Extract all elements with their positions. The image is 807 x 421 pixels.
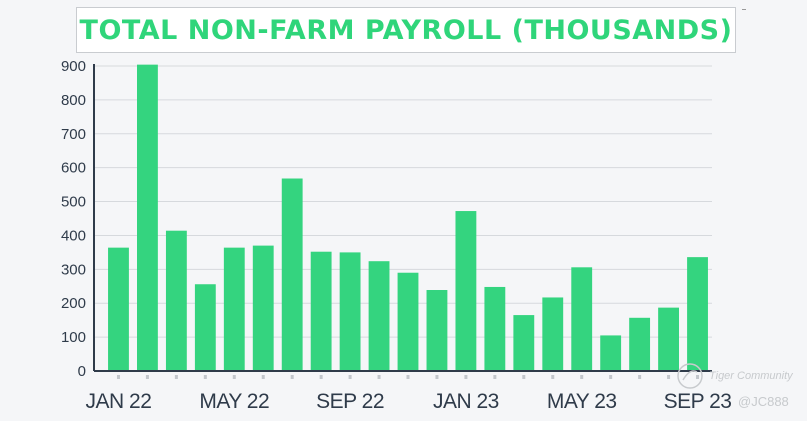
x-tick-label: SEP 23 <box>664 390 732 413</box>
x-tick-mark <box>261 375 265 379</box>
bar <box>687 257 708 371</box>
bar <box>252 245 274 371</box>
x-tick-mark <box>435 375 439 379</box>
bar <box>455 211 477 371</box>
x-tick-mark <box>580 375 584 379</box>
x-tick-mark <box>522 375 526 379</box>
bar <box>629 317 651 371</box>
bar <box>484 286 506 371</box>
x-tick-mark <box>174 375 178 379</box>
tiger-logo-icon <box>677 363 703 389</box>
x-tick-mark <box>116 375 120 379</box>
watermark-handle: @JC888 <box>738 394 789 409</box>
x-tick-mark <box>319 375 323 379</box>
y-tick-label: 500 <box>61 194 86 211</box>
bar <box>194 284 216 371</box>
bar <box>339 252 361 371</box>
x-tick-mark <box>232 375 236 379</box>
x-tick-mark <box>667 375 671 379</box>
x-tick-label: JAN 22 <box>86 390 152 413</box>
y-tick-label: 700 <box>61 126 86 143</box>
bar <box>165 230 187 371</box>
bar <box>426 290 448 371</box>
bar <box>513 315 535 371</box>
x-tick-label: MAY 23 <box>547 390 617 413</box>
bar <box>658 307 679 371</box>
y-tick-label: 200 <box>61 295 86 312</box>
bar <box>397 272 419 371</box>
y-tick-label: 600 <box>61 160 86 177</box>
x-tick-mark <box>377 375 381 379</box>
bar <box>368 261 390 371</box>
x-tick-mark <box>406 375 410 379</box>
bar <box>108 247 129 371</box>
x-tick-mark <box>145 375 149 379</box>
watermark-brand: Tiger Community <box>709 370 793 382</box>
bar <box>571 267 593 371</box>
x-tick-label: SEP 22 <box>316 390 384 413</box>
y-tick-label: 800 <box>61 92 86 109</box>
y-tick-label: 900 <box>61 58 86 75</box>
x-tick-mark <box>464 375 468 379</box>
bar <box>600 335 622 371</box>
chart-title: TOTAL NON-FARM PAYROLL (THOUSANDS) <box>79 14 733 46</box>
x-tick-mark <box>551 375 555 379</box>
y-tick-label: 100 <box>61 329 86 346</box>
bar <box>223 247 245 371</box>
y-tick-label: 0 <box>78 363 86 380</box>
x-tick-mark <box>696 375 700 379</box>
x-tick-mark <box>290 375 294 379</box>
x-tick-mark <box>638 375 642 379</box>
chart-title-box: TOTAL NON-FARM PAYROLL (THOUSANDS) <box>76 7 736 53</box>
y-tick-label: 400 <box>61 227 86 244</box>
x-tick-mark <box>609 375 613 379</box>
x-tick-label: JAN 23 <box>433 390 499 413</box>
y-tick-label: 300 <box>61 261 86 278</box>
x-tick-label: MAY 22 <box>199 390 269 413</box>
bar <box>281 178 303 371</box>
x-tick-mark <box>348 375 352 379</box>
bar <box>542 297 564 371</box>
x-tick-mark <box>493 375 497 379</box>
bar <box>137 64 158 372</box>
bar <box>310 251 332 371</box>
x-tick-mark <box>203 375 207 379</box>
corner-mark <box>742 9 746 10</box>
